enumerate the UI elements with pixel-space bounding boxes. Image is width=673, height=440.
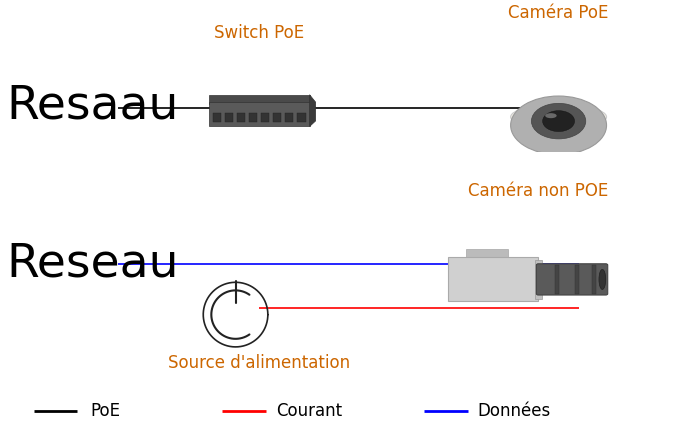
Bar (495, 153, 623, 173)
Text: Caméra non POE: Caméra non POE (468, 183, 608, 200)
FancyBboxPatch shape (536, 264, 608, 295)
Bar (213, 113, 221, 122)
Ellipse shape (545, 113, 557, 118)
Bar (273, 113, 281, 122)
FancyBboxPatch shape (466, 249, 508, 257)
Text: Switch PoE: Switch PoE (214, 24, 304, 42)
Bar (225, 113, 233, 122)
Text: Source d'alimentation: Source d'alimentation (168, 354, 350, 372)
Ellipse shape (511, 104, 606, 129)
Bar (575, 264, 579, 294)
Bar (285, 113, 293, 122)
Bar (297, 113, 306, 122)
Text: PoE: PoE (91, 403, 121, 420)
Ellipse shape (511, 96, 606, 154)
Text: Données: Données (478, 403, 551, 420)
FancyBboxPatch shape (448, 257, 538, 301)
Bar (261, 113, 269, 122)
Ellipse shape (532, 103, 586, 139)
Text: Caméra PoE: Caméra PoE (508, 4, 609, 22)
Ellipse shape (599, 269, 606, 290)
Ellipse shape (542, 110, 575, 132)
Bar (249, 113, 257, 122)
FancyBboxPatch shape (209, 95, 310, 104)
Bar (592, 264, 596, 294)
Text: Resaau: Resaau (7, 83, 179, 128)
Bar (555, 264, 559, 294)
Text: Courant: Courant (276, 403, 342, 420)
FancyBboxPatch shape (535, 260, 542, 299)
Polygon shape (310, 95, 316, 126)
Text: Reseau: Reseau (7, 242, 179, 286)
Bar (237, 113, 245, 122)
FancyBboxPatch shape (209, 102, 310, 126)
